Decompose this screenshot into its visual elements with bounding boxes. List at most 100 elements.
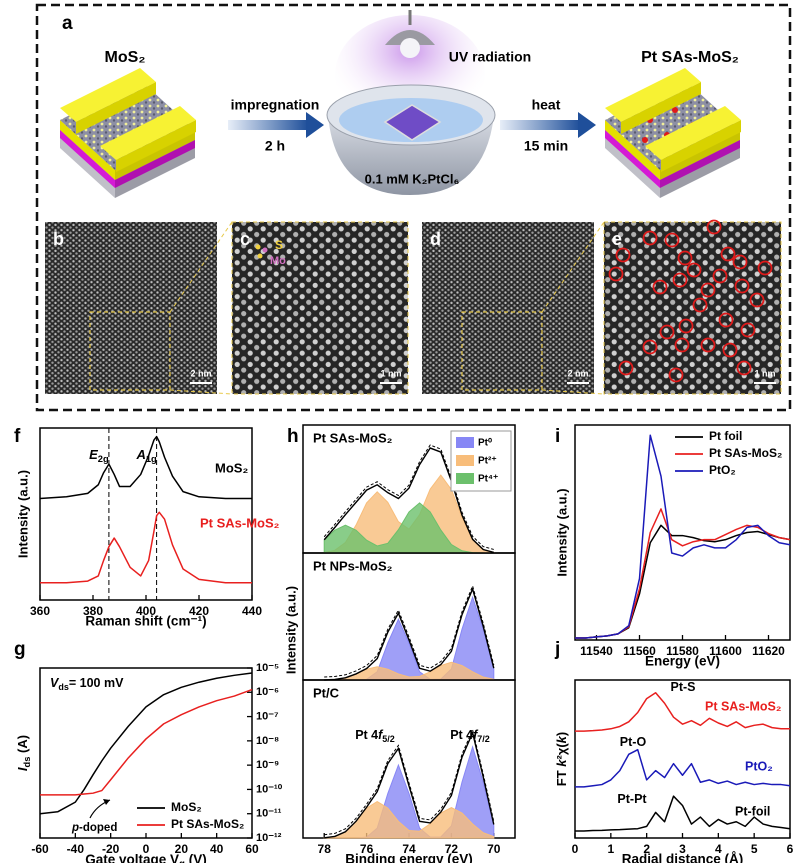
series-label: MoS₂ [215,460,248,475]
marker-circle [608,266,624,282]
peak-label-part: 2g [98,454,109,464]
lamp [385,30,435,45]
micrograph [422,222,594,394]
annotation: p-doped [71,822,117,834]
panel-letter: e [612,229,622,249]
x-tick-label: 11560 [623,644,656,658]
annotation-part: Pt-S [671,680,696,694]
marker-circle [706,219,722,235]
x-tick-label: 11600 [709,644,742,658]
panel-letter: i [555,426,560,447]
x-axis-label: Binding energy (eV) [345,852,473,863]
marker-circle [686,262,702,278]
x-axis-label: Radial distance (Å) [622,852,744,863]
y-axis-label: Ids (A) [15,735,32,771]
data-curve [324,584,495,678]
data-curve [324,728,495,836]
x-tick-label: 5 [751,842,758,856]
y-axis-label: Intensity (a.u.) [554,488,569,576]
x-tick-label: -60 [31,842,49,856]
series-line [575,692,790,732]
arrow [228,112,324,138]
marker-circle [700,337,716,353]
y-tick-label: 10⁻⁶ [256,686,279,698]
annotation-part: f [378,728,384,742]
y-axis-label: Intensity (a.u.) [283,586,298,674]
annotation-part: -doped [79,822,117,834]
marker-circle [712,268,728,284]
panel-letter: j [554,639,560,660]
atom-label: S [275,238,283,252]
marker-circle [615,247,631,263]
y-axis-label-part: k [554,759,569,767]
marker-circle [692,297,708,313]
x-tick-label: 2 [643,842,650,856]
peak-label: E2g [89,447,109,464]
plot-frame [39,667,253,839]
y-tick-label: 10⁻⁷ [256,710,279,722]
peak-label-part: A [135,447,145,462]
micrographs: b c d e S Mo 2 nm 1 nm 2 nm 1 nm [45,219,782,395]
x-axis-label: Gate voltage Vg (V) [85,852,206,863]
x-tick-label: 20 [175,842,189,856]
peak-label: A1g [135,447,157,464]
device-pt-sas [605,68,741,198]
y-axis-label-part: ds [22,757,32,768]
marker-circle [718,312,734,328]
peak-label-part: E [89,447,98,462]
annotation: Pt-S [671,680,696,694]
marker-circle [659,324,675,340]
x-tick-label: 60 [245,842,259,856]
annotation: Pt-Pt [617,792,647,806]
label: heat [532,97,561,113]
x-tick-label: 6 [787,842,794,856]
x-tick-label: 76 [360,842,374,856]
x-tick-label: 0 [143,842,150,856]
subplot-title: Pt/C [313,685,340,700]
micrograph [232,222,408,394]
marker-circle [674,337,690,353]
panel-letter: a [62,13,73,34]
y-axis-label-part: ) [554,732,569,736]
label: 0.1 mM K₂PtCl₆ [365,171,460,186]
marker-circle [722,342,738,358]
series-line [575,795,791,832]
y-tick-label: 10⁻⁹ [256,759,279,771]
legend-label: MoS₂ [171,800,202,814]
legend-label: Pt²⁺ [478,456,497,467]
series-line [39,435,252,500]
chip [383,104,442,141]
y-tick-label: 10⁻¹² [256,832,282,844]
series-label: Pt SAs-MoS₂ [200,515,280,530]
y-axis-label-part: I [15,767,30,771]
x-tick-label: 11580 [666,644,699,658]
series-line [575,524,791,639]
series-line [575,748,791,788]
y-axis-label: FT k²χ(k) [554,732,569,786]
panel-letter: d [430,229,441,249]
annotation-arrowhead [103,799,110,805]
label: MoS₂ [105,49,146,66]
y-axis-label-part: k [554,735,569,743]
panel-letter: b [53,229,64,249]
legend-swatch [456,473,474,484]
subplot-title: Pt NPs-MoS₂ [313,558,393,573]
x-tick-label: 70 [487,842,501,856]
marker-circle [642,230,658,246]
x-axis-label: Energy (eV) [645,654,720,669]
x-tick-label: 4 [715,842,722,856]
marker-circle [749,292,765,308]
x-tick-label: -20 [102,842,120,856]
y-tick-label: 10⁻¹¹ [256,808,282,820]
marker-circle [668,367,684,383]
x-tick-label: 3 [679,842,686,856]
series-line [575,508,791,639]
marker-circle [652,279,668,295]
y-tick-label: 10⁻⁵ [256,662,279,674]
x-tick-label: -40 [67,842,85,856]
x-tick-label: 40 [210,842,224,856]
label: 15 min [524,138,568,154]
scale-bar-label: 2 nm [190,368,211,378]
